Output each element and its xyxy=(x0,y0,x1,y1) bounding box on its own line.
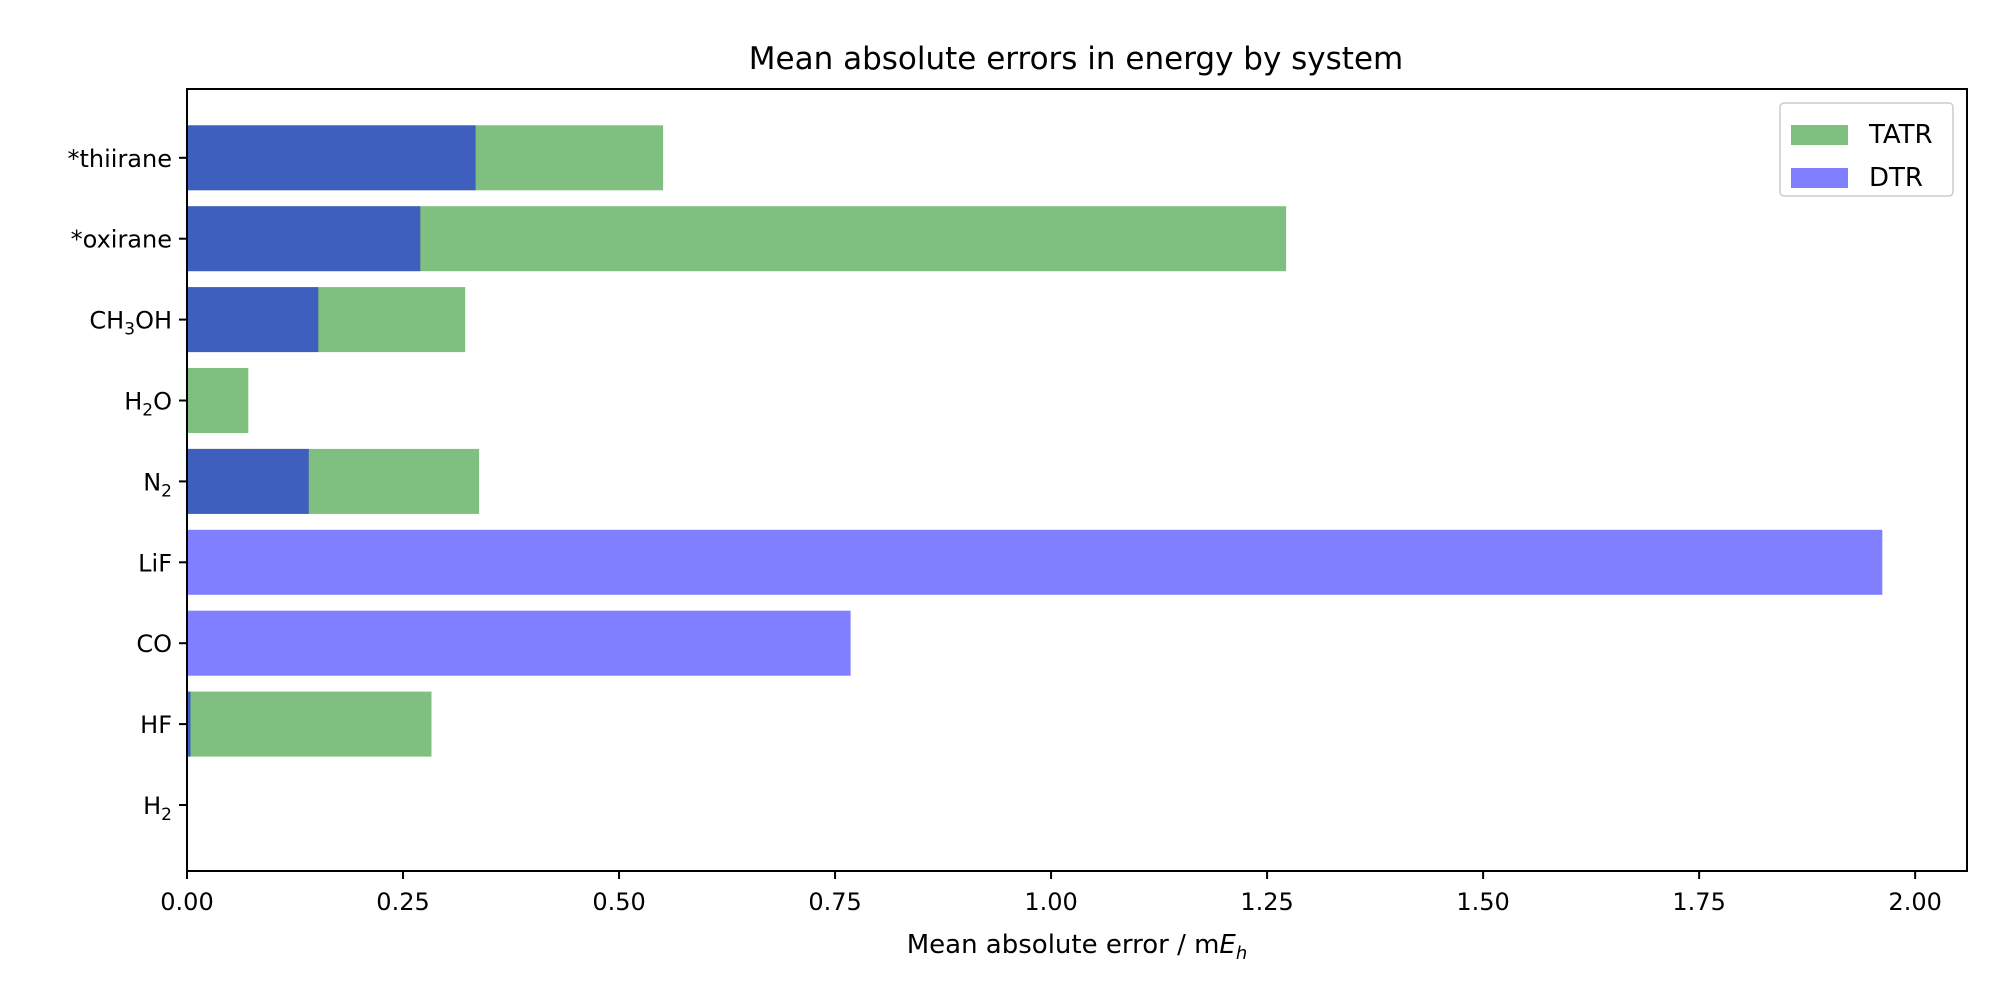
x-tick-label: 1.25 xyxy=(1240,888,1293,916)
y-tick-label-hf: HF xyxy=(140,711,172,739)
x-tick-label: 0.75 xyxy=(808,888,861,916)
x-tick-label: 2.00 xyxy=(1888,888,1941,916)
y-axis-ticks: H2 HF CO LiF N2 H2O CH3OH *oxirane *thiirane xyxy=(67,145,187,825)
x-axis-label-sub: h xyxy=(1236,943,1247,964)
bar-dtr-n2 xyxy=(187,448,309,514)
y-tick-label-h2o: H2O xyxy=(124,388,172,421)
legend: TATR DTR xyxy=(1779,102,1954,197)
legend-swatch-tatr xyxy=(1791,125,1848,145)
bar-dtr-co xyxy=(187,610,851,676)
x-axis-ticks: 0.00 0.25 0.50 0.75 1.00 1.25 1.50 1.75 2.00 xyxy=(160,871,1942,916)
legend-label-dtr: DTR xyxy=(1869,163,1923,193)
y-tick-label-thiirane: *thiirane xyxy=(67,145,172,173)
y-tick-label-co: CO xyxy=(136,630,172,658)
bar-dtr-hf xyxy=(187,691,191,757)
x-tick-label: 1.75 xyxy=(1672,888,1725,916)
chart-title: Mean absolute errors in energy by system xyxy=(749,41,1403,77)
x-tick-label: 1.50 xyxy=(1456,888,1509,916)
bars-group xyxy=(187,125,1883,838)
x-axis-label-main: Mean absolute error / m xyxy=(907,930,1220,960)
x-tick-label: 0.25 xyxy=(376,888,429,916)
bar-tatr-hf xyxy=(187,691,432,757)
bar-dtr-lif xyxy=(187,529,1883,595)
bar-dtr-thiirane xyxy=(187,125,476,191)
x-axis-label: Mean absolute error / mEh xyxy=(907,930,1248,964)
plot-frame xyxy=(186,88,1968,872)
y-tick-label-lif: LiF xyxy=(138,549,172,577)
legend-label-tatr: TATR xyxy=(1868,120,1933,150)
bar-dtr-oxirane xyxy=(187,206,421,272)
y-tick-label-oxirane: *oxirane xyxy=(71,226,172,254)
x-tick-label: 0.00 xyxy=(160,888,213,916)
legend-swatch-dtr xyxy=(1791,168,1848,188)
y-tick-label-h2: H2 xyxy=(143,792,172,825)
bar-tatr-h2o xyxy=(187,368,249,433)
x-tick-label: 1.00 xyxy=(1024,888,1077,916)
y-tick-label-n2: N2 xyxy=(143,468,172,501)
y-tick-label-ch3oh: CH3OH xyxy=(89,307,172,340)
x-tick-label: 0.50 xyxy=(592,888,645,916)
x-axis-label-math: E xyxy=(1219,930,1236,960)
bar-dtr-ch3oh xyxy=(187,287,319,353)
